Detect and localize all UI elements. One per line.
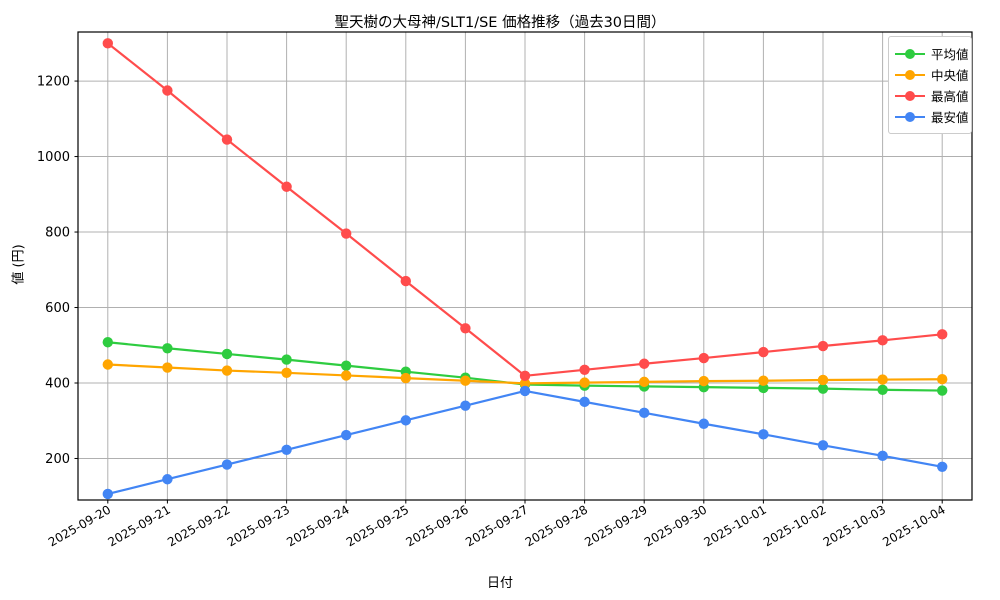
y-tick-label: 400 <box>45 377 70 392</box>
data-point-marker <box>877 374 888 385</box>
data-point-marker <box>758 382 769 394</box>
legend-item-label: 中央値 <box>931 68 969 83</box>
plot-frame <box>77 31 973 501</box>
data-point-marker <box>937 385 948 396</box>
data-point-marker <box>758 346 769 358</box>
x-tick-label: 2025-10-04 <box>880 502 947 549</box>
legend-item-label: 最高値 <box>931 89 969 104</box>
data-point-marker <box>102 359 114 370</box>
data-point-marker <box>281 181 292 192</box>
data-point-marker <box>817 374 829 386</box>
data-point-marker <box>639 376 650 388</box>
data-point-marker <box>817 340 829 352</box>
data-point-marker <box>221 134 233 145</box>
x-tick-label: 2025-09-27 <box>463 502 530 549</box>
data-point-marker <box>519 370 531 382</box>
chart-title: 聖天樹の大母神/SLT1/SE 価格推移（過去30日間） <box>334 15 666 31</box>
y-tick-label: 1000 <box>37 150 70 165</box>
legend-swatch-icon <box>895 89 925 103</box>
x-tick-label: 2025-09-23 <box>225 502 292 549</box>
x-tick-label: 2025-09-26 <box>403 502 470 549</box>
data-point-marker <box>937 329 948 340</box>
data-point-marker <box>817 440 829 451</box>
legend-swatch-icon <box>895 47 925 61</box>
data-point-marker <box>639 407 650 419</box>
data-point-marker <box>698 352 709 364</box>
x-tick-label: 2025-09-20 <box>46 502 113 549</box>
data-point-marker <box>758 375 769 386</box>
y-tick-label: 1200 <box>37 75 70 90</box>
data-point-marker <box>698 375 709 387</box>
data-point-marker <box>221 365 233 376</box>
y-tick-label: 200 <box>45 452 70 467</box>
data-point-marker <box>281 444 292 456</box>
data-point-marker <box>400 415 411 426</box>
legend-item: 平均値 <box>895 43 969 64</box>
data-point-marker <box>341 360 352 371</box>
legend-item-label: 平均値 <box>931 47 969 62</box>
data-point-marker <box>400 275 411 287</box>
data-point-marker <box>281 367 292 379</box>
data-point-marker <box>221 459 233 470</box>
x-tick-label: 2025-09-22 <box>165 502 232 549</box>
data-point-marker <box>162 474 173 485</box>
data-point-marker <box>341 228 352 239</box>
chart-legend: 平均値中央値最高値最安値 <box>888 36 972 134</box>
data-point-marker <box>639 358 650 369</box>
y-tick-label: 800 <box>45 226 70 241</box>
legend-item: 最安値 <box>895 106 969 127</box>
data-point-marker <box>579 364 590 375</box>
data-point-marker <box>877 450 888 462</box>
data-point-marker <box>102 38 114 49</box>
legend-item-label: 最安値 <box>931 110 969 125</box>
data-point-marker <box>102 337 114 348</box>
data-point-marker <box>162 362 173 373</box>
data-point-marker <box>698 418 709 429</box>
x-tick-label: 2025-09-21 <box>105 502 172 549</box>
data-point-marker <box>579 377 590 388</box>
data-point-marker <box>162 343 173 354</box>
x-tick-label: 2025-09-29 <box>582 502 649 549</box>
x-tick-label: 2025-09-25 <box>344 502 411 549</box>
data-point-marker <box>162 85 173 96</box>
x-tick-label: 2025-10-01 <box>701 502 768 549</box>
data-point-marker <box>937 374 948 385</box>
data-point-marker <box>817 383 829 394</box>
x-tick-label: 2025-09-30 <box>642 502 709 549</box>
data-point-marker <box>579 396 590 408</box>
data-point-marker <box>519 378 531 389</box>
data-point-marker <box>877 335 888 346</box>
data-point-marker <box>460 323 471 334</box>
x-tick-label: 2025-09-28 <box>523 502 590 549</box>
y-axis-label: 値 (円) <box>11 244 27 285</box>
data-point-marker <box>341 429 352 441</box>
data-point-marker <box>400 372 411 384</box>
legend-swatch-icon <box>895 110 925 124</box>
data-point-marker <box>877 384 888 395</box>
data-point-marker <box>758 429 769 440</box>
x-tick-label: 2025-10-02 <box>761 502 828 549</box>
data-point-marker <box>102 488 114 500</box>
data-point-marker <box>937 461 948 472</box>
data-point-marker <box>460 375 471 386</box>
x-tick-label: 2025-10-03 <box>821 502 888 549</box>
y-tick-label: 600 <box>45 301 70 316</box>
legend-swatch-icon <box>895 68 925 82</box>
x-tick-label: 2025-09-24 <box>284 502 351 549</box>
data-point-marker <box>519 385 531 397</box>
data-point-marker <box>341 370 352 381</box>
legend-item: 中央値 <box>895 64 969 85</box>
x-axis-label: 日付 <box>486 576 513 591</box>
legend-item: 最高値 <box>895 85 969 106</box>
data-point-marker <box>281 354 292 365</box>
data-point-marker <box>460 400 471 411</box>
data-point-marker <box>221 348 233 360</box>
